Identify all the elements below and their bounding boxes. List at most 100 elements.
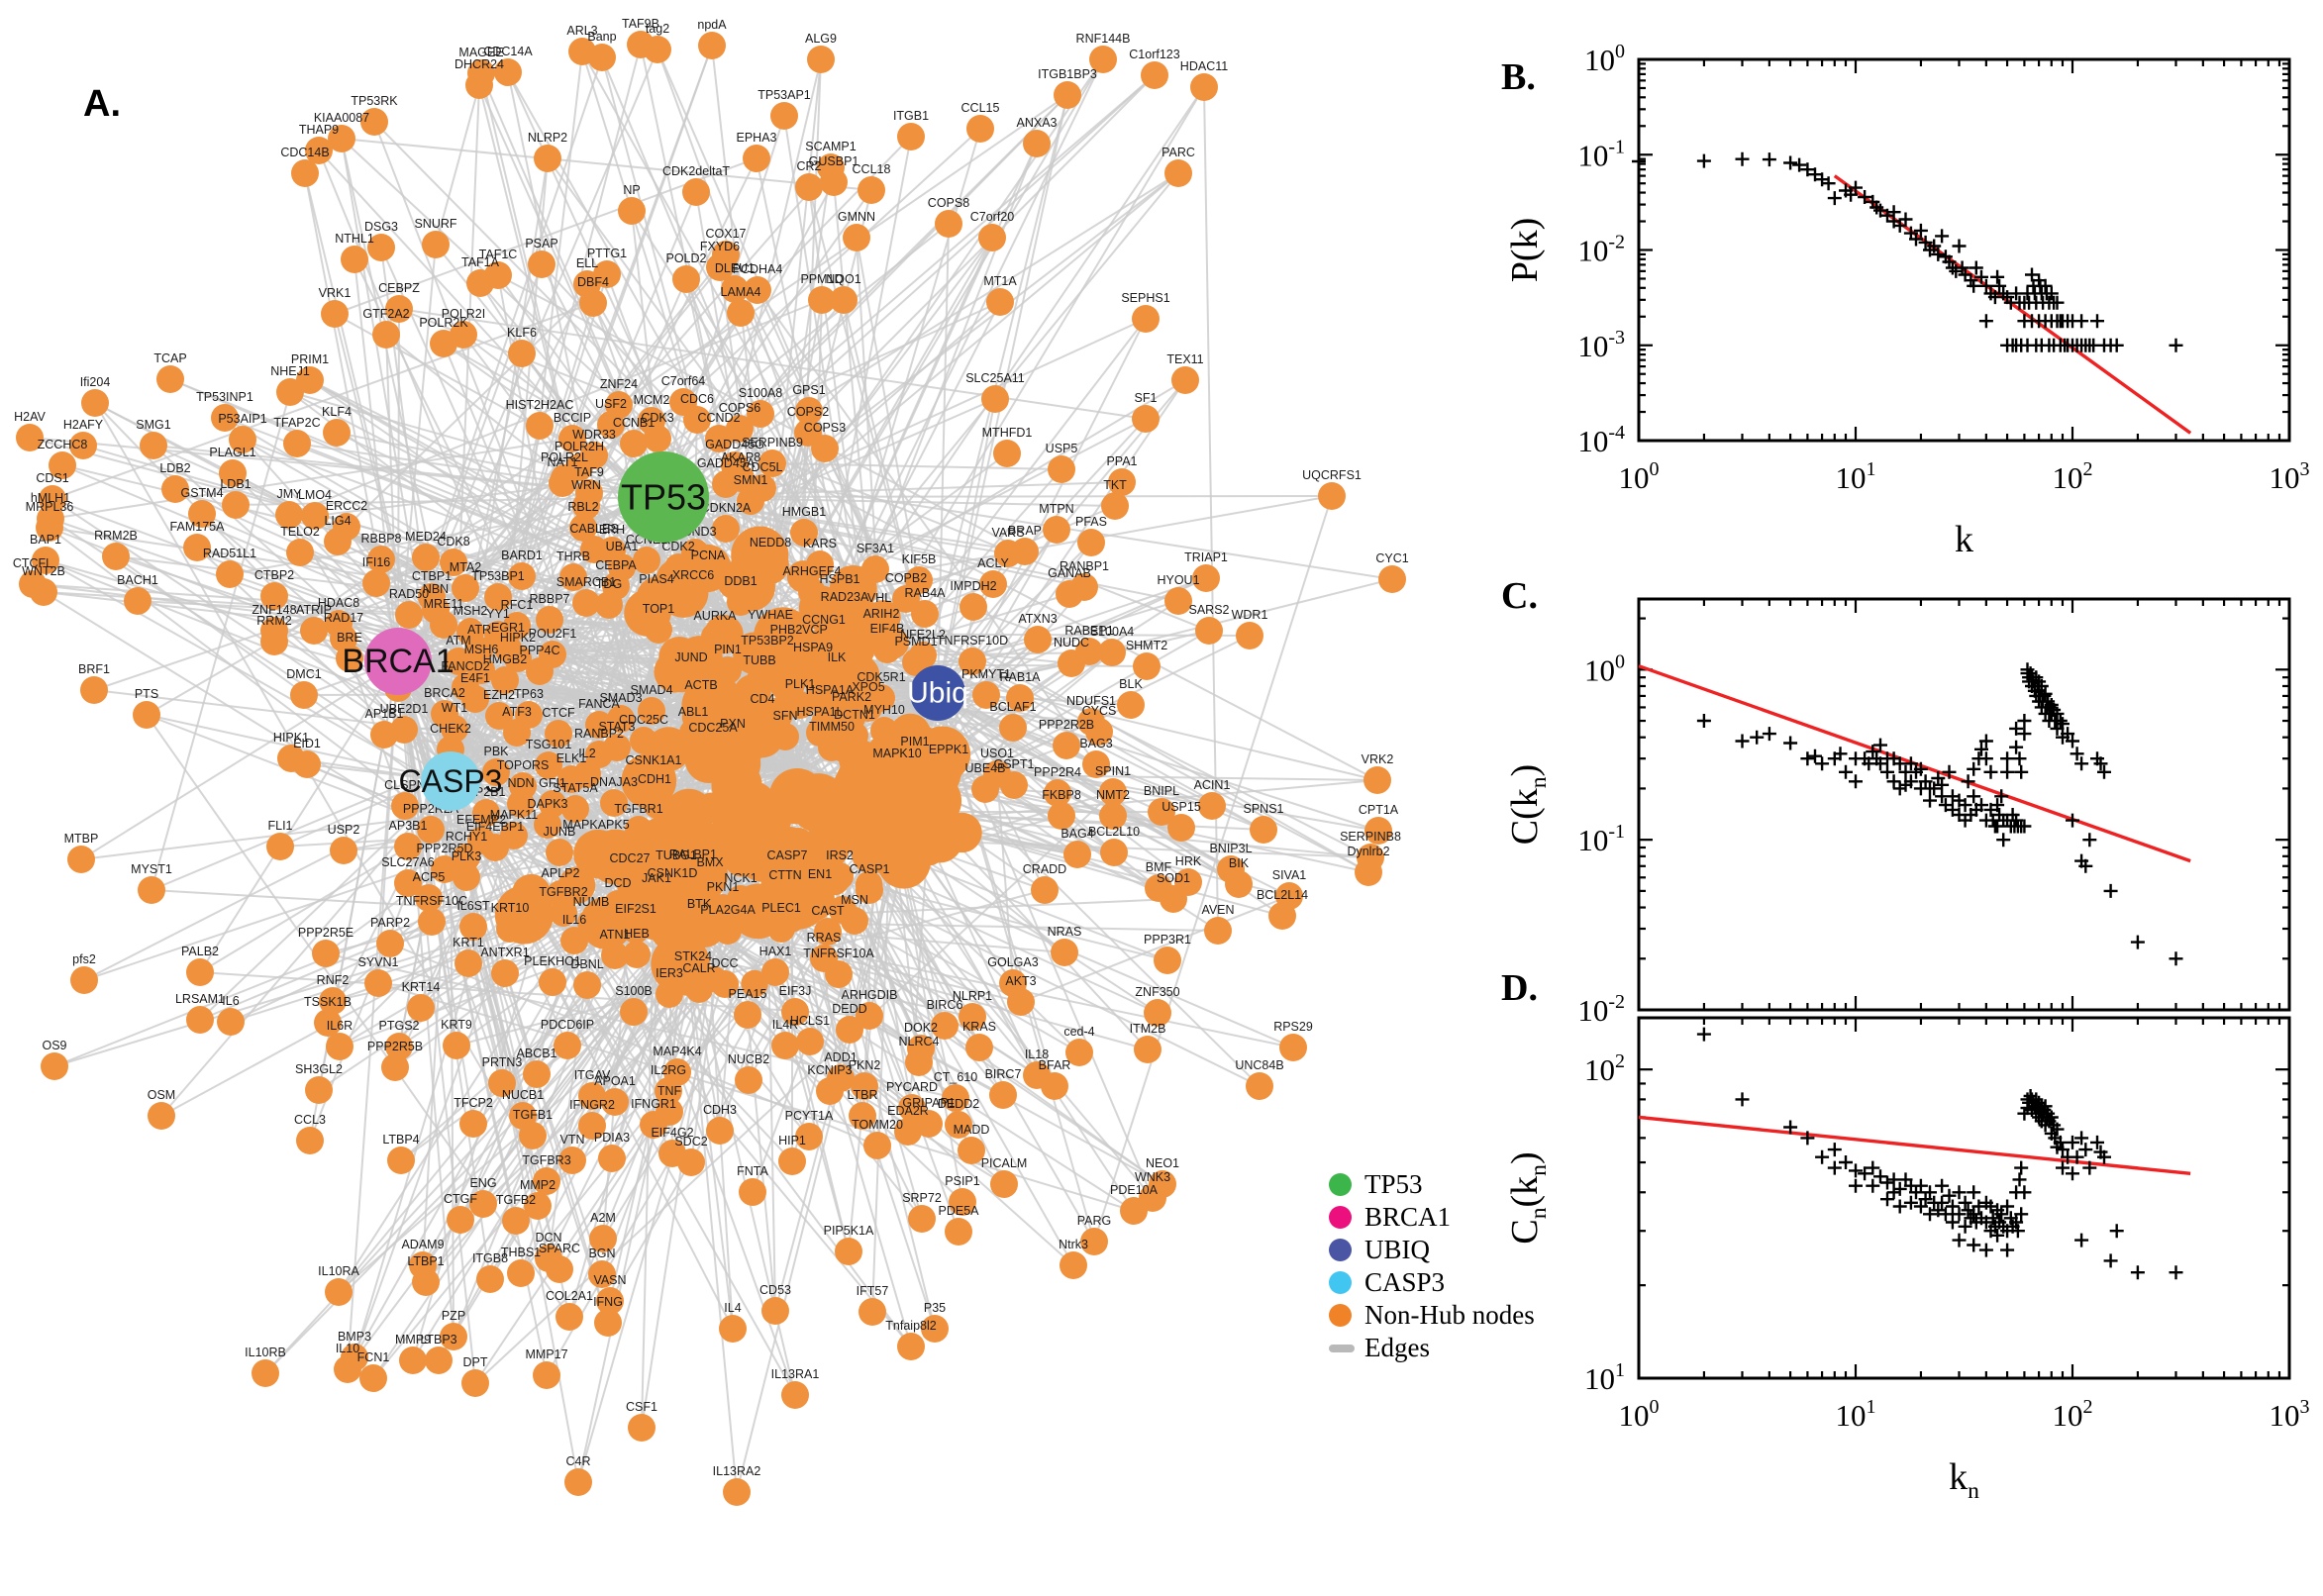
network-node-label: GANAB [1048, 566, 1091, 580]
network-node [739, 1178, 766, 1206]
network-node-label: PLA2G4A [700, 903, 756, 917]
network-node [880, 792, 931, 842]
network-node-label: SMAD3 [599, 691, 642, 705]
network-node-label: POLR2K [419, 316, 468, 330]
network-node-label: NRAS [1048, 925, 1082, 939]
network-node [1085, 718, 1113, 746]
network-node [965, 1034, 993, 1061]
network-node-label: THRB [556, 549, 590, 563]
network-node [364, 969, 392, 997]
network-node [229, 426, 256, 453]
network-node [412, 1268, 440, 1296]
network-node-label: RAB1A [1000, 670, 1042, 684]
network-node-label: PPP3R1 [1144, 933, 1191, 947]
network-node [682, 178, 710, 206]
network-node-label: RPS29 [1273, 1020, 1313, 1034]
network-node [454, 949, 482, 977]
network-node-label: MMP17 [525, 1347, 567, 1361]
network-node-label: GSTM4 [180, 486, 223, 500]
network-node-label: CCL15 [961, 101, 1000, 115]
network-node-label: TGFBR1 [614, 802, 662, 816]
scatter-points [1632, 151, 2183, 352]
network-node-label: FKBP8 [1042, 788, 1081, 802]
network-node [330, 837, 357, 864]
network-node-label: SCAMP1 [805, 140, 856, 153]
network-node-label: MAPK11 [490, 808, 538, 822]
network-node-label: GFI1 [539, 776, 566, 790]
network-node-label: ANXA3 [1017, 116, 1058, 130]
network-node [979, 570, 1007, 598]
network-node-label: EGR1 [491, 621, 525, 635]
network-node-label: PEA15 [729, 987, 767, 1001]
network-node-label: NUMB [573, 895, 610, 909]
network-node [672, 265, 700, 293]
network-node [600, 789, 628, 817]
network-node [620, 998, 648, 1026]
network-node [49, 451, 76, 479]
network-node [558, 1147, 586, 1174]
network-node [721, 275, 749, 303]
network-node-label: PBK [483, 745, 509, 758]
network-node [334, 1355, 361, 1383]
network-node [312, 940, 340, 967]
network-node [978, 224, 1006, 251]
network-node-label: UBA1 [606, 540, 639, 553]
network-node [140, 432, 167, 459]
network-node [508, 562, 536, 590]
network-node-label: BRE [337, 631, 362, 645]
network-node-label: BGN [588, 1247, 615, 1260]
network-node [915, 1110, 943, 1138]
axis-tick-label: 101 [1836, 458, 1876, 495]
network-node-label: FANCD2 [441, 659, 489, 673]
network-node [1031, 876, 1059, 904]
network-node-label: ITGAV [574, 1068, 611, 1082]
network-node [771, 723, 799, 750]
network-node-label: NHEJ1 [270, 364, 310, 378]
network-node-label: ARL3 [566, 24, 597, 38]
network-node [1058, 649, 1085, 677]
network-node-label: IL6ST [456, 899, 490, 913]
network-node-label: ERH [599, 523, 625, 537]
network-node-label: ARHGDIB [842, 988, 898, 1002]
hub-node-label-ubiq: Ubiq [907, 677, 968, 710]
network-node-label: CR2 [796, 159, 821, 173]
network-node-label: APOA1 [594, 1074, 636, 1088]
network-node-label: CDK5R1 [857, 670, 905, 684]
x-axis-title: k [1955, 519, 1973, 560]
network-node [1246, 1072, 1273, 1100]
network-node [1364, 817, 1392, 845]
network-node-label: MCM2 [634, 393, 670, 407]
network-node-label: CPT1A [1359, 803, 1399, 817]
network-node [1171, 366, 1199, 394]
axis-tick-label: 10-1 [1577, 821, 1625, 857]
network-node-label: HCLS1 [790, 1014, 830, 1028]
network-node [831, 604, 858, 632]
network-node [795, 397, 823, 425]
network-node [216, 560, 244, 588]
network-node-label: EIF3J [779, 984, 812, 998]
network-node [394, 833, 422, 860]
network-node-label: ARIH2 [863, 607, 900, 621]
network-nodes [16, 31, 1406, 1506]
network-node [808, 807, 842, 841]
network-node-label: EZH2 [483, 688, 515, 702]
network-node-label: Ntrk3 [1059, 1238, 1088, 1251]
network-node [367, 546, 395, 573]
network-node-label: PARG [1077, 1214, 1112, 1228]
network-node-label: UBE2D1 [380, 702, 429, 716]
network-node [749, 706, 776, 734]
network-node-label: SMN1 [734, 473, 768, 487]
network-node-label: EIF4B [870, 622, 905, 636]
network-node [319, 987, 347, 1015]
network-node [549, 469, 576, 497]
network-node-label: HDAC8 [318, 596, 359, 610]
panel-label-b: B. [1501, 56, 1536, 98]
network-node-label: ACIN1 [1194, 778, 1231, 792]
network-node-label: IFT57 [857, 1284, 889, 1298]
network-node-label: NQO1 [826, 272, 860, 286]
network-node [546, 1255, 573, 1283]
network-node-label: FXYD6 [700, 240, 740, 253]
network-node [935, 756, 962, 784]
network-node-label: SPNS1 [1244, 802, 1284, 816]
network-node [856, 876, 883, 904]
